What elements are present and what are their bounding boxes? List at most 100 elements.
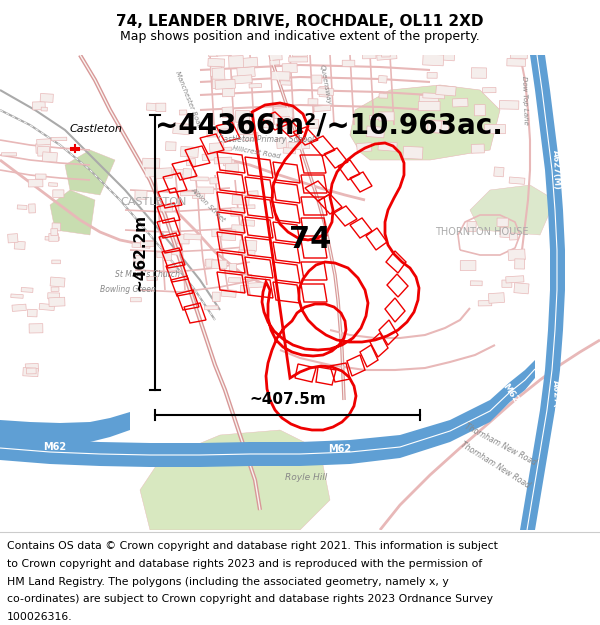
Bar xyxy=(312,75,322,83)
Bar xyxy=(243,274,252,279)
Bar xyxy=(37,139,51,145)
Bar xyxy=(242,191,258,198)
Bar xyxy=(147,276,158,281)
Bar xyxy=(366,126,385,138)
Bar xyxy=(11,294,23,298)
Polygon shape xyxy=(65,150,115,195)
Bar xyxy=(51,287,59,291)
Bar xyxy=(23,368,38,377)
Text: A627(M): A627(M) xyxy=(555,431,585,469)
Bar xyxy=(142,158,160,168)
Text: 74, LEANDER DRIVE, ROCHDALE, OL11 2XD: 74, LEANDER DRIVE, ROCHDALE, OL11 2XD xyxy=(116,14,484,29)
Bar xyxy=(212,260,227,269)
Bar xyxy=(145,168,157,177)
Bar xyxy=(140,241,154,247)
Bar xyxy=(163,251,172,261)
Bar xyxy=(28,179,43,187)
Bar xyxy=(237,67,255,78)
Bar xyxy=(277,138,287,149)
Bar xyxy=(317,88,334,96)
Text: M62: M62 xyxy=(43,442,67,452)
Text: Thornham New Road: Thornham New Road xyxy=(459,440,531,490)
Bar xyxy=(206,259,213,268)
Bar xyxy=(186,159,196,166)
Bar xyxy=(270,60,280,66)
Bar xyxy=(12,304,26,311)
Bar xyxy=(233,75,252,84)
Bar xyxy=(161,204,173,212)
Text: Contains OS data © Crown copyright and database right 2021. This information is : Contains OS data © Crown copyright and d… xyxy=(7,541,498,551)
Bar xyxy=(497,218,508,226)
Bar xyxy=(514,282,529,294)
Bar xyxy=(471,144,484,153)
Bar xyxy=(424,120,445,132)
Bar xyxy=(28,309,37,317)
Text: co-ordinates) are subject to Crown copyright and database rights 2023 Ordnance S: co-ordinates) are subject to Crown copyr… xyxy=(7,594,493,604)
Bar xyxy=(45,236,59,241)
Bar xyxy=(239,58,258,68)
Text: Albion Street: Albion Street xyxy=(190,186,227,223)
Text: Castleton: Castleton xyxy=(70,124,123,134)
Text: Dow Top Lane: Dow Top Lane xyxy=(521,76,529,124)
Bar xyxy=(280,81,291,85)
Bar xyxy=(221,289,236,298)
Bar xyxy=(222,229,236,241)
Bar xyxy=(14,241,25,249)
Bar xyxy=(51,138,67,141)
Text: to Crown copyright and database rights 2023 and is reproduced with the permissio: to Crown copyright and database rights 2… xyxy=(7,559,482,569)
Bar xyxy=(49,298,65,306)
Bar xyxy=(181,146,199,158)
Bar xyxy=(244,132,258,141)
Bar xyxy=(1,152,17,156)
Bar xyxy=(132,242,150,248)
Bar xyxy=(232,195,249,205)
Bar xyxy=(177,234,189,244)
Bar xyxy=(314,105,331,112)
Bar xyxy=(215,79,235,89)
Text: Castleton Primary School: Castleton Primary School xyxy=(218,135,314,144)
Bar xyxy=(223,86,235,97)
Bar xyxy=(208,49,218,56)
Text: Manchester Road: Manchester Road xyxy=(174,71,202,129)
Polygon shape xyxy=(50,190,95,235)
Bar xyxy=(229,264,236,272)
Bar xyxy=(212,292,220,302)
Bar xyxy=(482,88,496,93)
Bar xyxy=(419,96,439,102)
Bar xyxy=(212,79,232,89)
Bar xyxy=(436,47,455,61)
Bar xyxy=(48,292,59,299)
Bar xyxy=(41,107,47,111)
Bar xyxy=(240,285,248,292)
Bar xyxy=(193,193,205,199)
Text: THORNTON HOUSE: THORNTON HOUSE xyxy=(435,227,529,237)
Bar xyxy=(155,168,172,179)
Text: Bowling Green: Bowling Green xyxy=(100,285,156,294)
Bar xyxy=(35,174,46,179)
Bar xyxy=(229,56,244,68)
Bar xyxy=(467,221,476,231)
Bar xyxy=(509,177,525,184)
Bar xyxy=(212,229,223,237)
Bar xyxy=(212,68,225,81)
Text: A627(M): A627(M) xyxy=(551,150,561,190)
Bar xyxy=(478,301,492,306)
Bar xyxy=(319,86,329,97)
Bar xyxy=(26,368,36,374)
Bar xyxy=(288,142,303,150)
Bar xyxy=(223,147,232,151)
Bar xyxy=(222,107,233,118)
Bar xyxy=(244,205,255,209)
Bar xyxy=(274,107,293,119)
Bar xyxy=(474,104,485,116)
Bar xyxy=(224,159,234,166)
Bar xyxy=(509,233,518,240)
Bar xyxy=(49,234,58,241)
Bar xyxy=(238,124,253,134)
Bar xyxy=(25,363,38,372)
Polygon shape xyxy=(520,55,565,530)
Bar xyxy=(183,169,192,178)
Bar xyxy=(494,167,504,177)
Text: ~462.2m: ~462.2m xyxy=(132,214,147,291)
Bar xyxy=(209,142,224,152)
